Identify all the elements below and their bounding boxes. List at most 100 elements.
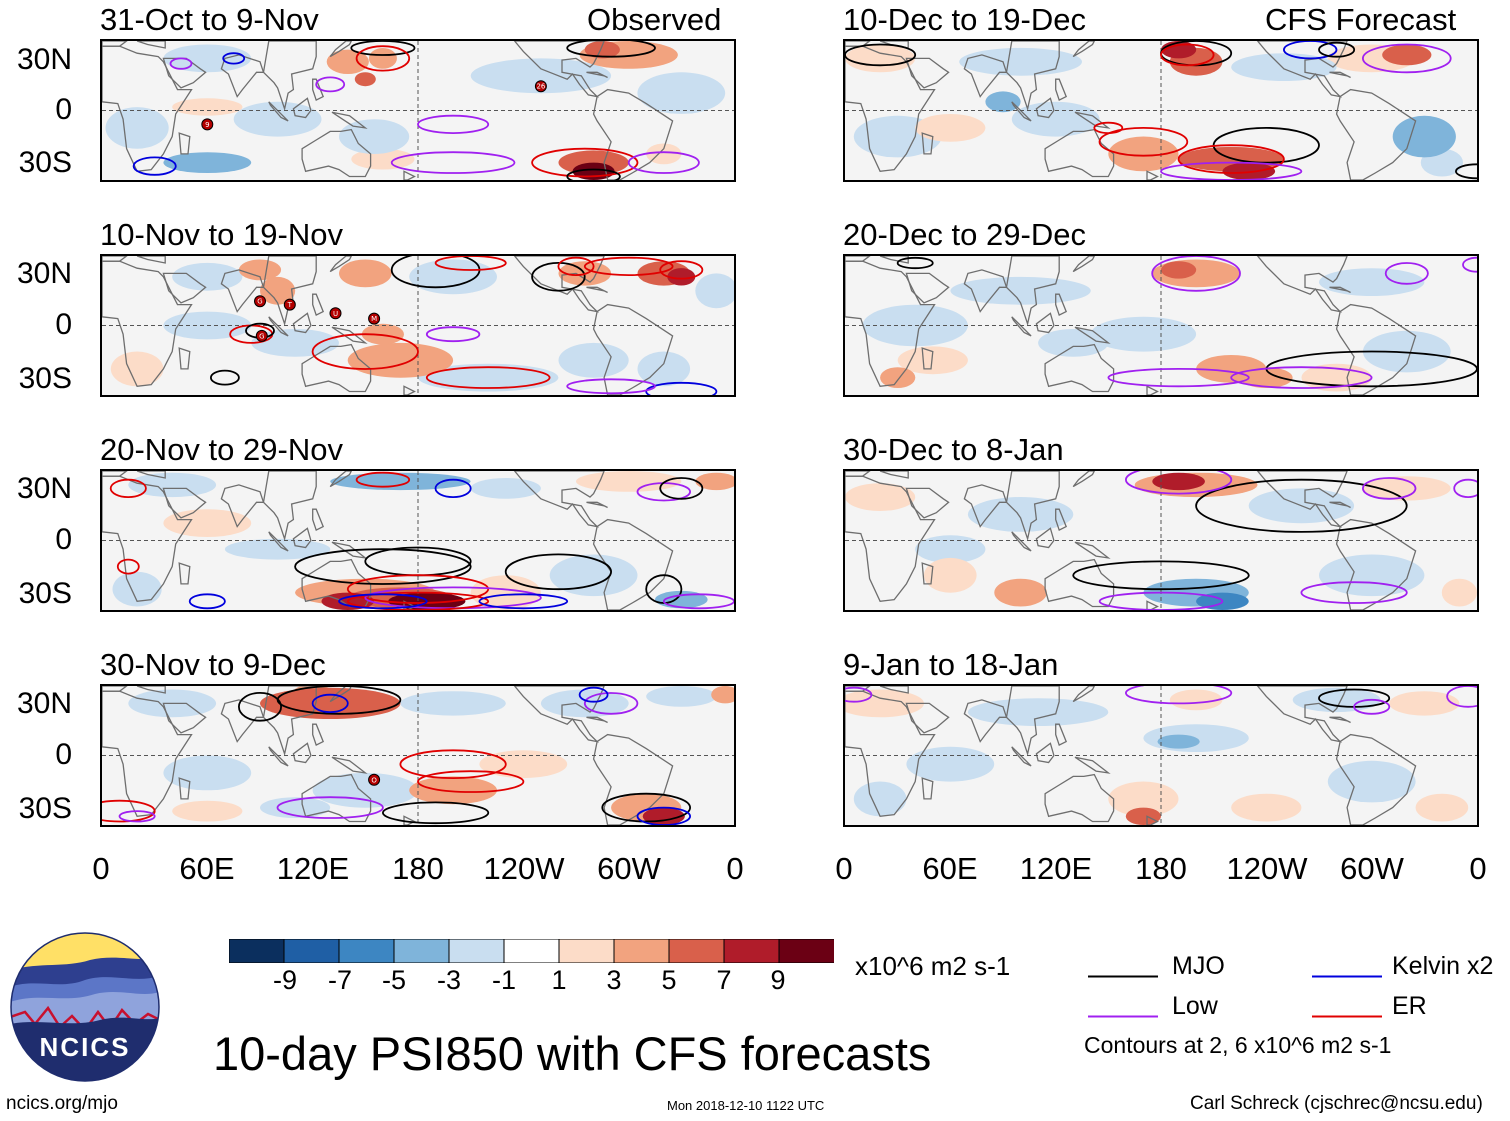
coastline [292, 97, 312, 119]
coastline [301, 558, 372, 608]
coastline [329, 41, 353, 58]
coastline [268, 746, 289, 767]
wave-contour [1446, 686, 1477, 708]
coastline [845, 475, 936, 603]
coastline [268, 531, 289, 552]
coastline [178, 132, 191, 155]
wave-contour [222, 52, 246, 65]
coastline [102, 475, 193, 603]
coastline [312, 78, 325, 102]
wave-contour [478, 593, 569, 610]
coastline [102, 256, 128, 262]
coastline [921, 562, 934, 585]
coastline [1055, 78, 1068, 102]
colorbar-tick: 3 [606, 965, 622, 995]
coastline [403, 815, 416, 825]
psi-anomaly [967, 497, 1074, 532]
coastline [586, 71, 608, 79]
lon-label: 0 [1469, 851, 1487, 886]
wave-contour [557, 256, 595, 276]
coastline [1005, 471, 1060, 542]
wave-contour [294, 548, 472, 585]
psi-anomaly [845, 689, 924, 718]
wave-contour [659, 260, 704, 280]
psi-anomaly [260, 687, 401, 719]
wave-contour [1151, 256, 1241, 292]
psi-anomaly [695, 472, 734, 491]
psi-anomaly [112, 571, 162, 607]
coastline [963, 484, 1008, 528]
psi-anomaly [906, 746, 995, 782]
coastline [1055, 508, 1068, 532]
panel-title-r3: 30-Dec to 8-Jan [843, 432, 1064, 467]
wave-contour [1455, 163, 1477, 180]
psi-anomaly [260, 276, 296, 305]
coastline [1146, 815, 1159, 825]
lon-label: 0 [92, 851, 110, 886]
coastline [178, 562, 191, 585]
coastline [1072, 686, 1096, 703]
colorbar-swatch [338, 938, 395, 964]
colorbar-swatch [558, 938, 615, 964]
wave-contour [1160, 43, 1215, 67]
coastline [592, 518, 674, 610]
wave-contour [627, 151, 700, 174]
ncics-logo[interactable]: NCICS [10, 932, 160, 1082]
wave-contour [381, 801, 490, 825]
psi-anomaly [260, 797, 331, 818]
colorbar-swatch [503, 938, 560, 964]
storm-marker-label: O [371, 776, 377, 784]
colorbar-swatch [283, 938, 340, 964]
psi-anomaly [711, 686, 734, 704]
wave-contour [583, 692, 639, 715]
wave-contour [1318, 41, 1356, 58]
storm-marker: 26 [534, 80, 547, 93]
colorbar [228, 938, 835, 964]
coastline [331, 541, 368, 559]
footer-url[interactable]: ncics.org/mjo [6, 1093, 118, 1114]
coastline [513, 471, 605, 528]
psi-anomaly [1231, 53, 1337, 81]
map-panel-l3 [100, 469, 736, 612]
psi-anomaly [409, 776, 497, 805]
lat-label-30n: 30N [16, 257, 72, 290]
coastline [879, 686, 909, 694]
coastline [1035, 312, 1055, 334]
psi-anomaly [312, 772, 418, 808]
psi-anomaly [1382, 44, 1432, 66]
psi-anomaly [400, 691, 506, 716]
coastline [1329, 501, 1351, 509]
coastline [1011, 746, 1032, 767]
coastline [1044, 773, 1115, 823]
coastline [513, 686, 605, 743]
coastline [102, 686, 128, 692]
wave-contour [276, 686, 402, 715]
psi-anomaly [470, 478, 541, 499]
coastline [1011, 531, 1032, 552]
coastline [262, 471, 317, 542]
storm-marker-label: G [259, 332, 264, 340]
psi-anomaly [1362, 476, 1451, 501]
psi-anomaly [853, 781, 907, 817]
wave-contour [116, 558, 140, 575]
coastline [845, 686, 871, 692]
psi-anomaly [368, 48, 397, 69]
psi-anomaly [915, 535, 986, 564]
coastline [178, 777, 191, 800]
coastline [1072, 41, 1096, 58]
coastline [963, 54, 1008, 98]
coastline [905, 57, 950, 89]
coastline [592, 88, 674, 180]
coastline [312, 723, 325, 747]
wave-contour [1160, 161, 1303, 180]
lon-label: 60E [922, 851, 978, 886]
psi-anomaly [326, 49, 369, 74]
wave-contour [109, 478, 147, 498]
legend-label-mjo: MJO [1172, 952, 1225, 980]
lat-label-eq: 0 [55, 308, 72, 341]
legend-line-mjo [1088, 965, 1158, 978]
wave-contour [350, 41, 416, 56]
coastline [1035, 97, 1055, 119]
coastline [1329, 286, 1351, 294]
psi-anomaly [880, 367, 916, 388]
